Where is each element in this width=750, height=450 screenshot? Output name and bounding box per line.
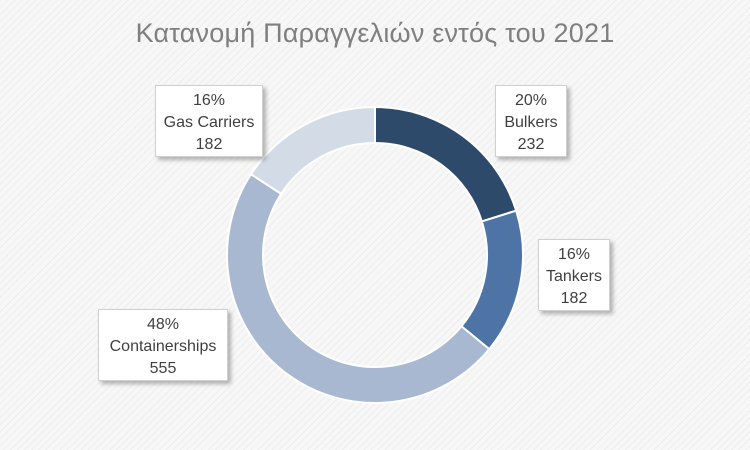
donut-slice-gas-carriers	[249, 105, 376, 196]
data-label-percent: 20%	[514, 92, 548, 109]
data-label-value: 555	[149, 360, 177, 377]
data-label-category: Gas Carriers	[163, 114, 255, 131]
data-label-value: 232	[517, 136, 545, 153]
data-label-percent: 16%	[192, 92, 226, 109]
data-label-category: Tankers	[545, 268, 603, 285]
donut-slice-containerships	[226, 172, 491, 404]
data-label-bulkers: 20% Bulkers 232	[495, 85, 567, 157]
data-label-value: 182	[195, 136, 223, 153]
data-label-percent: 48%	[146, 316, 180, 333]
data-label-percent: 16%	[557, 246, 591, 263]
data-label-tankers: 16% Tankers 182	[538, 239, 610, 311]
data-label-containerships: 48% Containerships 555	[98, 309, 228, 381]
donut-slice-tankers	[460, 209, 524, 351]
data-label-gas-carriers: 16% Gas Carriers 182	[155, 85, 263, 157]
data-label-category: Containerships	[109, 338, 217, 355]
data-label-category: Bulkers	[504, 114, 558, 131]
chart-title: Κατανομή Παραγγελιών εντός του 2021	[135, 18, 615, 48]
data-label-value: 182	[560, 290, 588, 307]
